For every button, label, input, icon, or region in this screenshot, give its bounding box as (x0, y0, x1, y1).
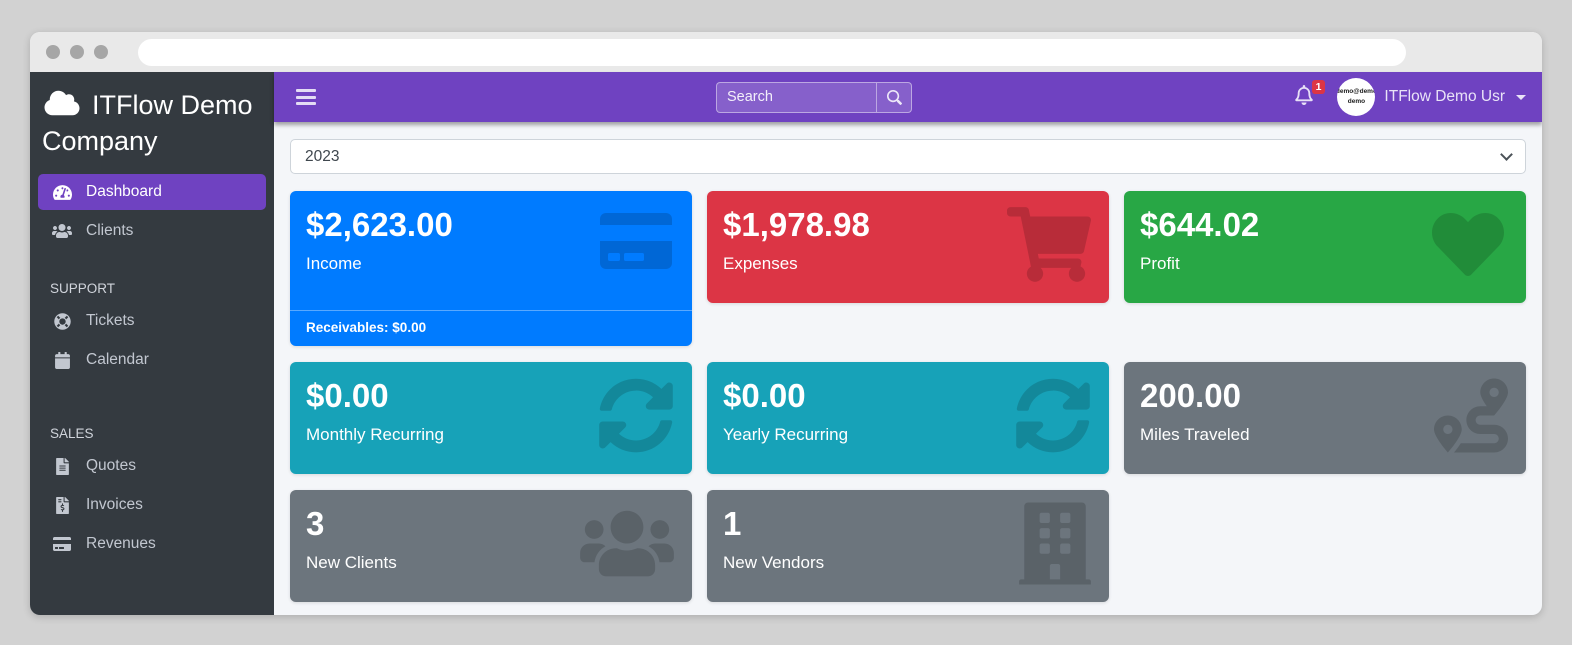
card-value: $2,623.00 (306, 206, 453, 243)
calendar-icon (50, 351, 74, 369)
chevron-down-icon (1500, 148, 1513, 161)
card-label: Profit (1140, 253, 1180, 273)
sidebar-item-invoices[interactable]: Invoices (38, 487, 266, 523)
sidebar-section-sales: SALES (50, 426, 94, 442)
avatar-text: demo (1347, 98, 1366, 105)
sidebar-item-calendar[interactable]: Calendar (38, 342, 266, 378)
card-label: Income (306, 253, 362, 273)
route-icon (1434, 378, 1508, 458)
search-icon (886, 89, 902, 105)
sidebar-section-support: SUPPORT (50, 281, 116, 297)
credit-card-icon (50, 536, 74, 552)
tachometer-icon (50, 184, 74, 201)
sidebar: ITFlow Demo Company Dashboard Clients SU… (30, 72, 274, 615)
user-name: ITFlow Demo Usr (1384, 88, 1505, 105)
sidebar-item-label: Calendar (86, 351, 149, 369)
card-label: Monthly Recurring (306, 424, 444, 444)
card-footer: Receivables: $0.00 (290, 310, 692, 346)
sidebar-item-label: Dashboard (86, 183, 162, 201)
sidebar-item-label: Clients (86, 222, 134, 240)
brand-label: ITFlow Demo Company (42, 90, 253, 156)
file-icon (50, 457, 74, 475)
notification-badge: 1 (1311, 79, 1326, 95)
sidebar-item-tickets[interactable]: Tickets (38, 303, 266, 339)
building-icon (1019, 502, 1091, 590)
shopping-cart-icon (1007, 207, 1091, 287)
window-controls (46, 45, 108, 59)
avatar-text: demo@demo (1337, 88, 1376, 96)
app-layout: ITFlow Demo Company Dashboard Clients SU… (30, 72, 1542, 615)
dashboard-content: 2023 $2,623.00 Income Recei (274, 122, 1542, 615)
sidebar-item-label: Invoices (86, 496, 143, 514)
users-icon (50, 223, 74, 239)
card-value: 1 (723, 505, 742, 542)
search-form (716, 81, 912, 113)
life-ring-icon (50, 313, 74, 330)
bell-icon (1295, 84, 1314, 105)
card-value: $0.00 (306, 377, 389, 414)
card-label: Expenses (723, 253, 798, 273)
sidebar-item-quotes[interactable]: Quotes (38, 448, 266, 484)
monthly-recurring-card[interactable]: $0.00 Monthly Recurring (290, 362, 692, 474)
year-select[interactable]: 2023 (290, 139, 1526, 174)
browser-window: ITFlow Demo Company Dashboard Clients SU… (30, 32, 1542, 615)
heart-icon (1428, 209, 1508, 286)
card-label: New Vendors (723, 552, 825, 572)
card-label: New Clients (306, 552, 397, 572)
miles-traveled-card[interactable]: 200.00 Miles Traveled (1124, 362, 1526, 474)
notifications-button[interactable]: 1 (1289, 79, 1326, 114)
stat-cards-grid: $2,623.00 Income Receivables: $0.00 $1,9… (290, 191, 1526, 602)
credit-card-icon (598, 209, 674, 278)
brand[interactable]: ITFlow Demo Company (38, 82, 266, 171)
browser-chrome (30, 32, 1542, 72)
cloud-icon (44, 90, 80, 116)
sidebar-item-dashboard[interactable]: Dashboard (38, 174, 266, 211)
sync-icon (598, 378, 674, 459)
window-control-dot[interactable] (70, 45, 84, 59)
top-navbar: 1 demo@demo demo ITFlow Demo Usr (274, 72, 1542, 122)
avatar: demo@demo demo (1337, 78, 1376, 116)
profit-card[interactable]: $644.02 Profit (1124, 191, 1526, 303)
income-card[interactable]: $2,623.00 Income Receivables: $0.00 (290, 191, 692, 346)
card-value: $1,978.98 (723, 206, 870, 243)
sidebar-nav: Dashboard Clients SUPPORT Tickets Calend… (38, 174, 266, 562)
expenses-card[interactable]: $1,978.98 Expenses (707, 191, 1109, 303)
new-vendors-card[interactable]: 1 New Vendors (707, 490, 1109, 602)
menu-toggle-button[interactable] (296, 89, 316, 105)
sidebar-item-revenues[interactable]: Revenues (38, 526, 266, 562)
address-bar[interactable] (138, 38, 1406, 66)
users-icon (580, 506, 674, 586)
sidebar-item-clients[interactable]: Clients (38, 213, 266, 249)
sidebar-item-label: Tickets (86, 312, 135, 330)
window-control-dot[interactable] (46, 45, 60, 59)
sidebar-item-label: Revenues (86, 535, 156, 553)
navbar-right: 1 demo@demo demo ITFlow Demo Usr (1289, 78, 1526, 116)
main-column: 1 demo@demo demo ITFlow Demo Usr (274, 72, 1542, 615)
sidebar-item-label: Quotes (86, 457, 136, 475)
search-input[interactable] (716, 81, 876, 113)
window-control-dot[interactable] (94, 45, 108, 59)
caret-down-icon (1516, 94, 1526, 100)
card-label: Miles Traveled (1140, 424, 1250, 444)
year-select-value: 2023 (305, 147, 340, 165)
sync-icon (1015, 378, 1091, 459)
new-clients-card[interactable]: 3 New Clients (290, 490, 692, 602)
card-value: $644.02 (1140, 206, 1260, 243)
file-invoice-dollar-icon (50, 496, 74, 514)
yearly-recurring-card[interactable]: $0.00 Yearly Recurring (707, 362, 1109, 474)
card-value: 200.00 (1140, 377, 1241, 414)
card-value: $0.00 (723, 377, 806, 414)
user-menu[interactable]: demo@demo demo ITFlow Demo Usr (1337, 78, 1526, 116)
card-value: 3 (306, 505, 325, 542)
search-button[interactable] (876, 81, 912, 113)
card-label: Yearly Recurring (723, 424, 849, 444)
